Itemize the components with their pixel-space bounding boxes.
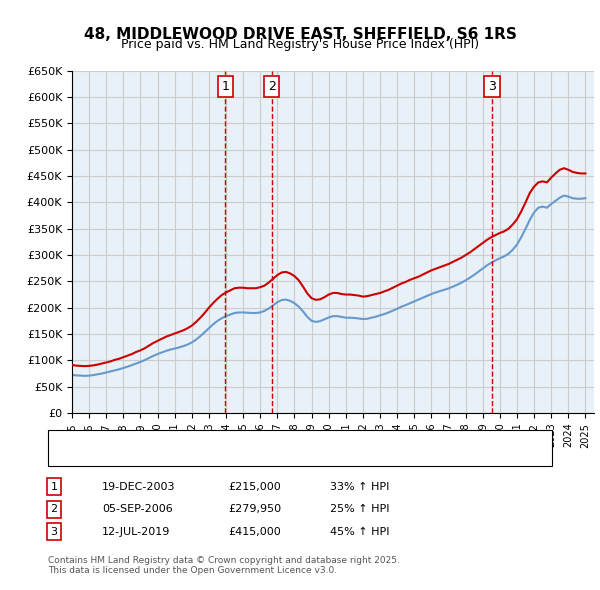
Text: 2: 2: [50, 504, 58, 514]
Text: Price paid vs. HM Land Registry's House Price Index (HPI): Price paid vs. HM Land Registry's House …: [121, 38, 479, 51]
Text: 05-SEP-2006: 05-SEP-2006: [102, 504, 173, 514]
Text: HPI: Average price, detached house, Sheffield: HPI: Average price, detached house, Shef…: [108, 451, 347, 460]
Text: 3: 3: [488, 80, 496, 93]
Text: £215,000: £215,000: [228, 482, 281, 491]
Text: 48, MIDDLEWOOD DRIVE EAST, SHEFFIELD, S6 1RS (detached house): 48, MIDDLEWOOD DRIVE EAST, SHEFFIELD, S6…: [108, 434, 469, 444]
Text: 25% ↑ HPI: 25% ↑ HPI: [330, 504, 389, 514]
Text: 3: 3: [50, 527, 58, 536]
Text: £415,000: £415,000: [228, 527, 281, 536]
Text: 12-JUL-2019: 12-JUL-2019: [102, 527, 170, 536]
Text: 2: 2: [268, 80, 275, 93]
Text: Contains HM Land Registry data © Crown copyright and database right 2025.
This d: Contains HM Land Registry data © Crown c…: [48, 556, 400, 575]
Text: 45% ↑ HPI: 45% ↑ HPI: [330, 527, 389, 536]
Text: 33% ↑ HPI: 33% ↑ HPI: [330, 482, 389, 491]
Text: 48, MIDDLEWOOD DRIVE EAST, SHEFFIELD, S6 1RS: 48, MIDDLEWOOD DRIVE EAST, SHEFFIELD, S6…: [83, 27, 517, 41]
Text: £279,950: £279,950: [228, 504, 281, 514]
Text: 1: 1: [221, 80, 229, 93]
Text: 19-DEC-2003: 19-DEC-2003: [102, 482, 176, 491]
Text: 1: 1: [50, 482, 58, 491]
